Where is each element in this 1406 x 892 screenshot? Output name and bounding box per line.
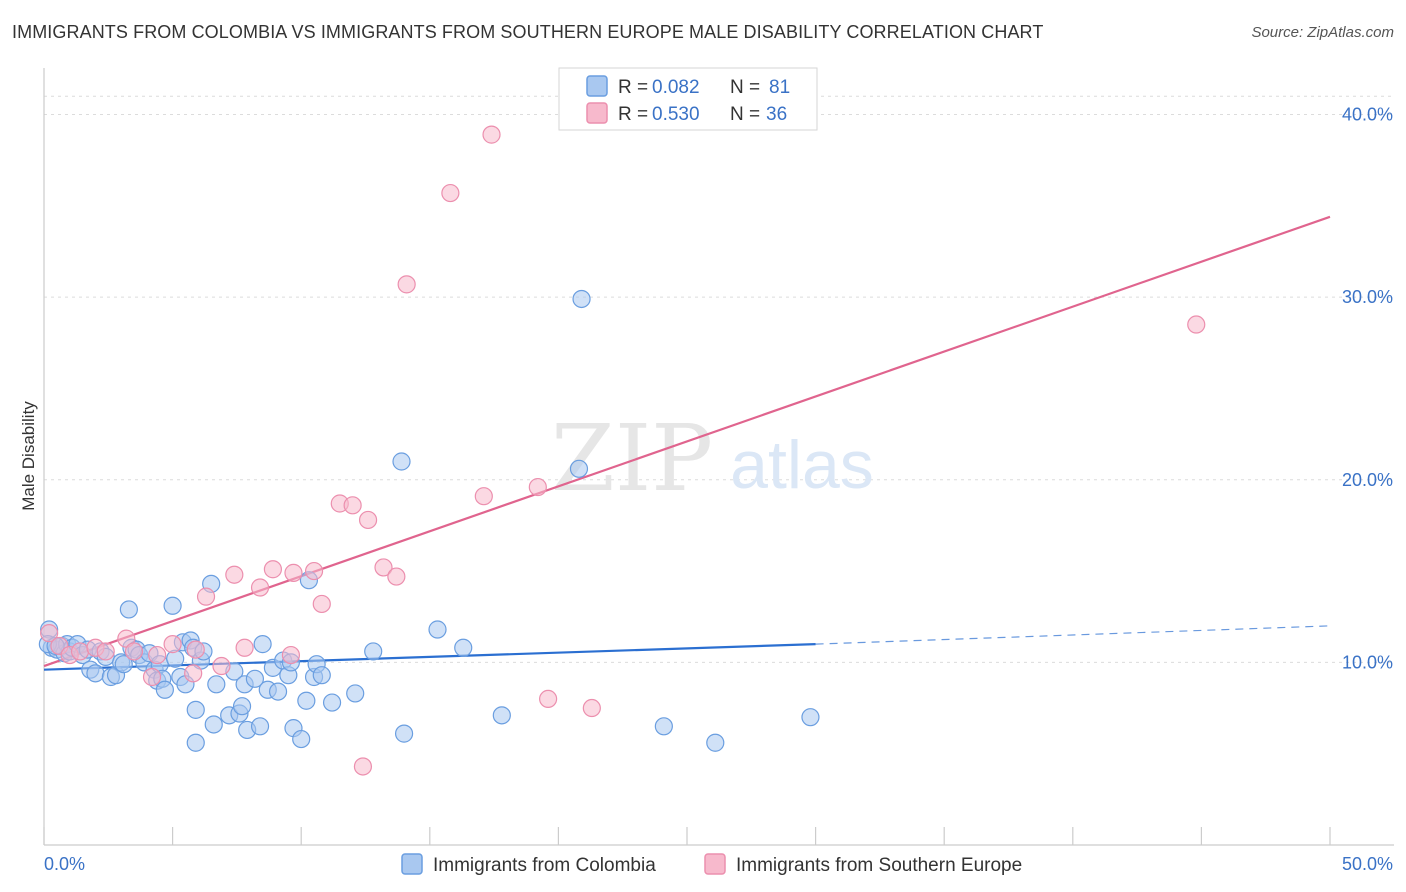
point-southern-europe (212, 656, 231, 676)
stats-legend: R = 0.082 N = 81 R = 0.530 N = 36 (558, 67, 818, 131)
trend-line-southern-europe (43, 215, 1331, 668)
point-colombia (394, 724, 414, 743)
legend-n-value-colombia: 81 (769, 77, 790, 98)
point-colombia (297, 691, 316, 710)
point-colombia (322, 693, 342, 712)
tick-labels: 10.0% 20.0% 30.0% 40.0% 0.0% 50.0% (44, 105, 1393, 874)
legend-r-label: R = (618, 104, 648, 125)
point-southern-europe (441, 183, 460, 203)
point-colombia (428, 620, 447, 639)
legend-n-value-southern-europe: 36 (766, 104, 787, 125)
point-southern-europe (353, 757, 373, 776)
point-southern-europe (70, 642, 90, 661)
point-colombia (454, 638, 473, 657)
point-colombia (163, 596, 182, 615)
point-colombia (186, 733, 205, 752)
point-colombia (204, 715, 223, 734)
point-southern-europe (196, 587, 216, 606)
point-colombia (569, 459, 589, 478)
point-colombia (245, 669, 265, 688)
point-southern-europe (397, 275, 416, 294)
point-colombia (250, 717, 270, 736)
point-southern-europe (96, 642, 115, 661)
legend-r-value-colombia: 0.082 (652, 77, 700, 98)
legend-swatch-blue (586, 75, 608, 97)
point-colombia (492, 706, 511, 725)
point-colombia (312, 666, 331, 685)
legend-swatch-southern-europe (704, 853, 726, 875)
legend-swatch-pink (586, 102, 608, 124)
chart-title: IMMIGRANTS FROM COLOMBIA VS IMMIGRANTS F… (12, 22, 1044, 42)
point-southern-europe (374, 558, 393, 577)
point-southern-europe (343, 496, 362, 515)
point-southern-europe (142, 667, 162, 687)
point-colombia (207, 675, 226, 694)
legend-n-label: N = (730, 77, 760, 98)
source-credit: Source: ZipAtlas.com (1251, 24, 1394, 41)
point-colombia (268, 682, 288, 701)
point-southern-europe (40, 624, 59, 643)
y-tick-label: 10.0% (1342, 652, 1393, 672)
point-southern-europe (528, 477, 547, 497)
legend-swatch-colombia (401, 853, 423, 875)
point-southern-europe (186, 640, 205, 659)
point-colombia (253, 635, 272, 654)
gridlines (44, 95, 1394, 663)
watermark: ZIP atlas (551, 405, 874, 512)
trend-line-colombia-extrapolated (815, 625, 1331, 645)
point-southern-europe (539, 689, 558, 709)
point-southern-europe (148, 645, 167, 665)
axes (43, 68, 1394, 846)
point-colombia (392, 452, 411, 471)
y-tick-label: 40.0% (1342, 105, 1393, 125)
point-colombia (232, 697, 252, 716)
legend-n-label: N = (730, 104, 760, 125)
y-tick-label: 20.0% (1342, 470, 1393, 490)
point-colombia (292, 729, 311, 749)
point-colombia (346, 684, 365, 703)
point-southern-europe (124, 642, 144, 661)
x-tick-label-max: 50.0% (1342, 854, 1393, 874)
data-points (38, 125, 1206, 776)
point-southern-europe (284, 563, 303, 582)
point-southern-europe (263, 560, 283, 579)
point-southern-europe (582, 698, 601, 718)
point-colombia (86, 664, 105, 683)
point-southern-europe (358, 510, 378, 530)
point-southern-europe (235, 638, 254, 657)
point-southern-europe (225, 565, 244, 584)
series-legend: Immigrants from Colombia Immigrants from… (401, 853, 1022, 876)
point-southern-europe (281, 645, 301, 665)
point-colombia (801, 708, 820, 727)
legend-label-colombia: Immigrants from Colombia (433, 855, 656, 876)
point-southern-europe (482, 125, 501, 144)
point-southern-europe (250, 578, 270, 597)
point-colombia (706, 733, 725, 752)
point-colombia (155, 680, 174, 699)
point-colombia (572, 289, 591, 309)
point-southern-europe (184, 664, 203, 683)
y-tick-label: 30.0% (1342, 287, 1393, 307)
point-southern-europe (387, 567, 406, 586)
legend-label-southern-europe: Immigrants from Southern Europe (736, 855, 1022, 876)
point-southern-europe (1187, 315, 1206, 334)
point-colombia (364, 642, 383, 661)
legend-r-value-southern-europe: 0.530 (652, 104, 700, 125)
x-tick-label-min: 0.0% (44, 854, 85, 874)
point-colombia (114, 655, 133, 674)
point-southern-europe (304, 561, 324, 581)
point-colombia (186, 700, 205, 719)
point-southern-europe (312, 594, 331, 614)
point-colombia (654, 717, 673, 736)
legend-r-label: R = (618, 77, 648, 98)
point-southern-europe (474, 487, 493, 506)
point-southern-europe (163, 635, 182, 654)
watermark-atlas: atlas (730, 427, 874, 503)
y-axis-label: Male Disability (19, 401, 38, 511)
watermark-zip: ZIP (551, 405, 713, 512)
point-colombia (119, 600, 138, 619)
